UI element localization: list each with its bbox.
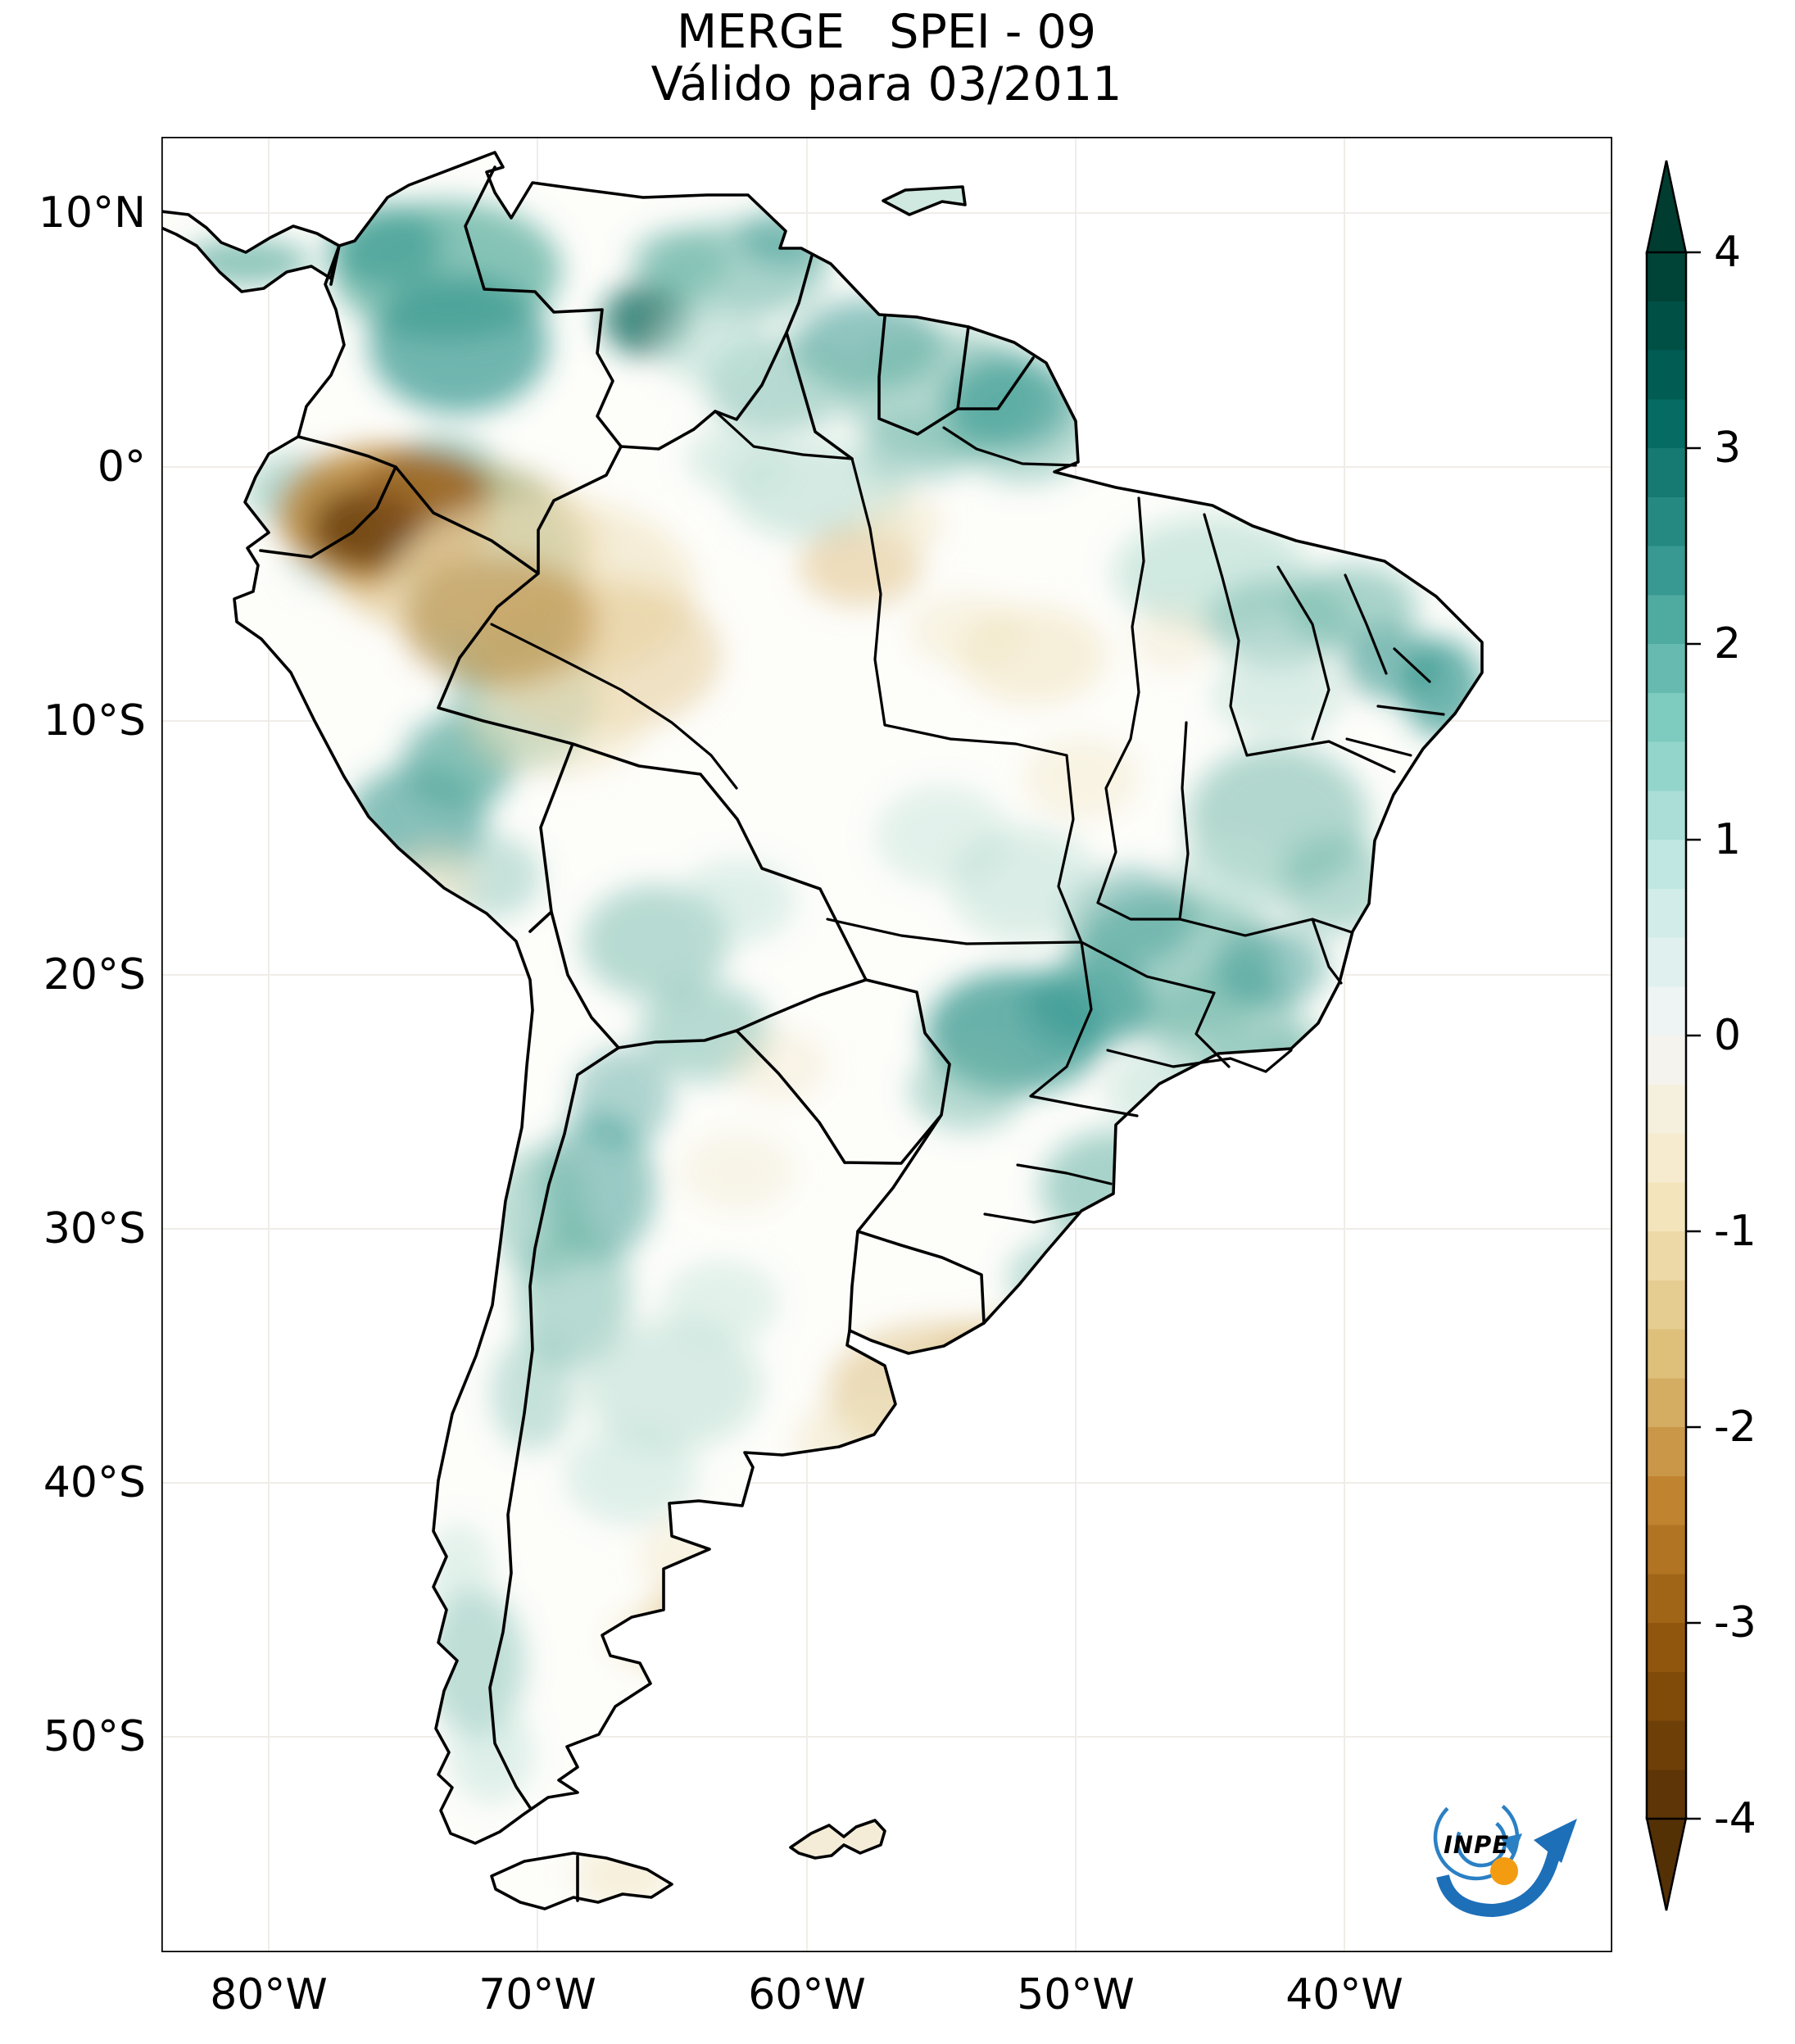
colorbar-tick-label: 2 [1714,619,1741,668]
y-tick-label: 30°S [43,1204,146,1253]
colorbar: 4 3 2 1 0 -1 -2 -3 -4 [1645,160,1756,1911]
inpe-logo: INPE [1433,1794,1577,1918]
colorbar-ticks [1686,251,1701,1820]
inpe-logo-small-arrowhead-icon [1501,1833,1522,1856]
colorbar-tick-label: -4 [1714,1794,1756,1843]
x-tick-label: 50°W [1017,1970,1135,2019]
colorbar-tick-label: -2 [1714,1403,1756,1452]
colorbar-tick-label: -3 [1714,1598,1756,1647]
y-tick-label: 50°S [43,1712,146,1761]
map-area: INPE [161,137,1612,1952]
x-tick-label: 40°W [1285,1970,1403,2019]
figure-title: MERGE SPEI - 09 [677,5,1096,59]
colorbar-tick-labels: 4 3 2 1 0 -1 -2 -3 -4 [1714,228,1756,1843]
inpe-logo-text: INPE [1444,1831,1509,1859]
y-tick-label: 10°S [43,696,146,746]
colorbar-tick-label: -1 [1714,1207,1756,1256]
y-axis-labels: 10°N 0° 10°S 20°S 30°S 40°S 50°S [39,188,146,1761]
colorbar-arrow-up [1645,160,1688,255]
inpe-logo-arrowhead-icon [1534,1819,1577,1863]
colorbar-tick-label: 1 [1714,815,1741,864]
colorbar-tick-label: 0 [1714,1011,1741,1060]
x-tick-label: 80°W [210,1970,328,2019]
x-axis-labels: 80°W 70°W 60°W 50°W 40°W [210,1970,1403,2019]
colorbar-gradient-bar [1645,251,1688,1820]
figure-subtitle: Válido para 03/2011 [651,57,1122,111]
inpe-logo-inner-arc [1455,1815,1507,1868]
y-tick-label: 0° [97,442,146,492]
inpe-logo-orange-dot-icon [1490,1857,1518,1885]
x-tick-label: 60°W [748,1970,866,2019]
colorbar-arrow-down [1645,1816,1688,1911]
inpe-logo-swoosh-arrow-icon [1436,1851,1561,1918]
state-borders [490,410,1445,1224]
country-borders [161,151,1484,1910]
y-tick-label: 40°S [43,1458,146,1507]
colorbar-tick-label: 3 [1714,424,1741,473]
colorbar-tick-label: 4 [1714,228,1741,277]
y-tick-label: 20°S [43,950,146,999]
y-tick-label: 10°N [39,188,146,238]
x-tick-label: 70°W [478,1970,596,2019]
spei-field-blobs [180,201,1482,1909]
